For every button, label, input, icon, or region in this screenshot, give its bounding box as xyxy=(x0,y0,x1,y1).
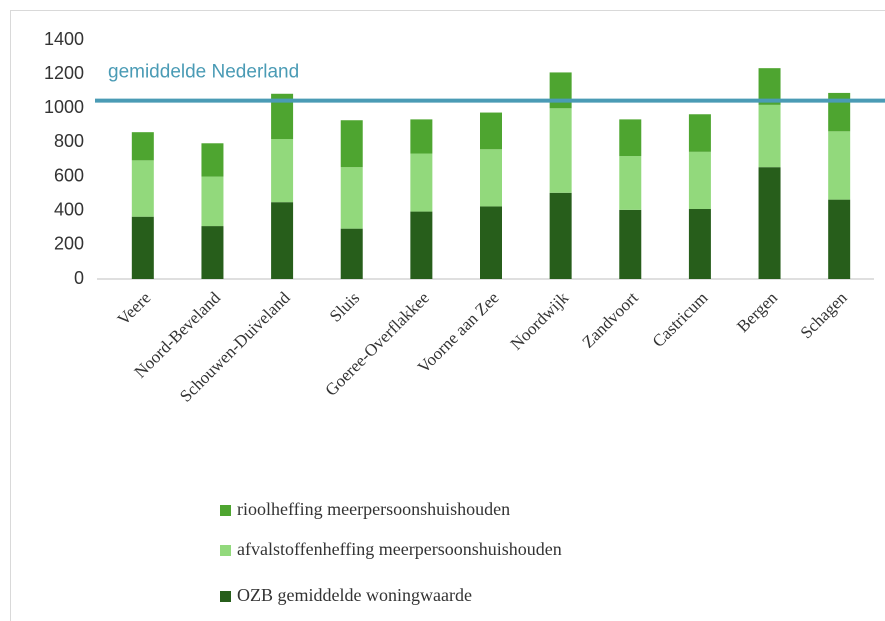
bar-segment xyxy=(201,176,224,227)
bar-segment xyxy=(619,119,642,157)
y-tick-label: 1000 xyxy=(44,97,84,117)
bar-segment xyxy=(410,211,433,279)
bar-segment xyxy=(688,151,711,210)
chart-frame xyxy=(10,10,885,621)
y-tick-label: 600 xyxy=(54,165,84,185)
bar-segment xyxy=(549,108,572,193)
bar-segment xyxy=(340,228,363,279)
bar-segment xyxy=(201,226,224,279)
bar-segment xyxy=(480,112,502,150)
bar-segment xyxy=(271,93,294,140)
bar-segment xyxy=(549,72,572,109)
bar-segment xyxy=(410,153,433,212)
bar-segment xyxy=(758,167,781,279)
bar-segment xyxy=(340,120,363,168)
bar-segment xyxy=(271,202,294,279)
legend-swatch xyxy=(220,591,231,602)
y-tick-label: 800 xyxy=(54,131,84,151)
legend-label: rioolheffing meerpersoonshuishouden xyxy=(237,499,510,519)
bar-segment xyxy=(619,156,642,210)
bar-segment xyxy=(549,192,572,279)
y-tick-label: 1400 xyxy=(44,29,84,49)
y-tick-label: 1200 xyxy=(44,63,84,83)
bar-segment xyxy=(340,167,363,229)
bar-segment xyxy=(688,114,711,152)
bar-segment xyxy=(410,119,433,154)
legend-label: afvalstoffenheffing meerpersoonshuishoud… xyxy=(237,539,562,559)
bar-segment xyxy=(480,149,502,207)
bar-segment xyxy=(201,143,224,177)
reference-label: gemiddelde Nederland xyxy=(108,62,299,83)
bar-segment xyxy=(828,131,851,200)
bar-segment xyxy=(131,160,154,217)
y-tick-label: 200 xyxy=(54,234,84,254)
legend-label: OZB gemiddelde woningwaarde xyxy=(237,585,472,605)
bar-segment xyxy=(828,199,851,279)
bar-segment xyxy=(619,209,642,279)
bar-segment xyxy=(758,68,781,105)
legend-swatch xyxy=(220,545,231,556)
bar-segment xyxy=(688,209,711,279)
bar-segment xyxy=(271,139,294,203)
y-tick-label: 0 xyxy=(74,268,84,288)
y-tick-label: 400 xyxy=(54,199,84,219)
bar-segment xyxy=(480,206,502,279)
bar-segment xyxy=(758,104,781,168)
bar-segment xyxy=(131,132,154,161)
bar-segment xyxy=(131,216,154,279)
legend-swatch xyxy=(220,505,231,516)
